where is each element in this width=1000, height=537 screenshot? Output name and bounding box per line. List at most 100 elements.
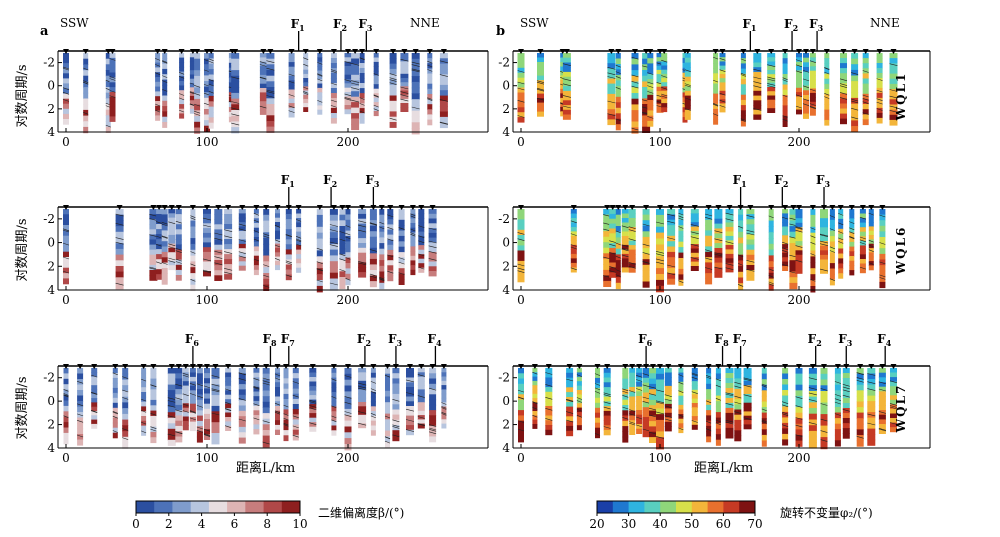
data-cell [344, 79, 352, 84]
data-cell [803, 99, 809, 105]
data-cell [642, 402, 650, 408]
contour-line [190, 217, 196, 220]
data-cell [715, 428, 721, 435]
contour-line [809, 105, 816, 109]
data-column [628, 209, 636, 273]
data-cell [417, 410, 425, 416]
contour-line [77, 413, 84, 417]
data-cell [803, 113, 809, 119]
data-cell [768, 214, 774, 222]
data-cell [83, 121, 89, 128]
data-cell [105, 126, 111, 133]
data-column [175, 368, 183, 443]
data-cell [428, 247, 437, 253]
data-cell [803, 85, 809, 91]
data-cell [607, 83, 616, 90]
data-cell [214, 265, 223, 271]
data-column [819, 209, 829, 274]
data-cell [603, 220, 612, 227]
contour-line [175, 250, 182, 253]
data-cell [656, 91, 664, 96]
data-cell [182, 412, 189, 418]
data-cell [603, 382, 611, 388]
contour-line [373, 94, 379, 98]
data-cell [109, 101, 116, 108]
data-cell [204, 81, 210, 88]
data-cell [224, 239, 233, 245]
data-cell [609, 267, 617, 273]
data-cell [789, 231, 798, 238]
data-cell [253, 424, 260, 430]
data-cell [808, 402, 817, 409]
data-cell [517, 219, 525, 226]
data-cell [810, 226, 816, 234]
data-cell [285, 224, 292, 230]
data-cell [189, 368, 196, 374]
contour-line [292, 425, 299, 429]
data-cell [303, 103, 309, 108]
data-cell [329, 272, 338, 280]
contour-line [208, 78, 214, 82]
data-cell [517, 87, 525, 93]
data-column [161, 209, 168, 285]
contour-line [262, 377, 270, 381]
data-cell [161, 235, 168, 242]
data-cell [373, 70, 379, 76]
data-cell [91, 402, 98, 408]
data-cell [196, 426, 203, 433]
data-column [889, 368, 898, 433]
data-cell [664, 368, 672, 374]
data-cell [296, 254, 302, 260]
data-cell [63, 230, 69, 237]
data-cell [615, 96, 621, 103]
data-cell [77, 401, 84, 408]
data-cell [211, 400, 220, 407]
data-cell [876, 117, 883, 124]
data-cell [344, 391, 352, 398]
contour-line [691, 372, 698, 376]
data-cell [439, 69, 448, 75]
data-cell [725, 235, 734, 241]
data-cell [517, 92, 525, 98]
data-cell [768, 232, 774, 239]
data-cell [842, 368, 850, 374]
data-cell [194, 104, 201, 111]
data-cell [705, 230, 713, 237]
y-tick-label: 2 [502, 418, 510, 432]
data-cell [63, 262, 69, 269]
contour-line [231, 76, 240, 80]
data-cell [517, 112, 525, 118]
data-cell [238, 235, 246, 241]
data-cell [570, 267, 577, 273]
data-cell [517, 62, 525, 69]
data-cell [189, 426, 196, 432]
direction-nne-right: NNE [870, 16, 900, 30]
data-cell [603, 391, 611, 398]
data-cell [621, 244, 629, 250]
data-cell [656, 431, 664, 438]
contour-line [879, 274, 886, 278]
data-cell [387, 224, 394, 231]
data-column [867, 368, 876, 446]
data-cell [609, 218, 617, 225]
data-cell [642, 75, 651, 82]
colorbar-swatch [723, 501, 740, 513]
data-cell [63, 395, 69, 401]
data-cell [168, 213, 176, 219]
data-cell [609, 228, 617, 234]
data-cell [706, 410, 712, 416]
data-cell [725, 231, 734, 237]
colorbar-swatch [136, 501, 155, 513]
data-cell [224, 264, 233, 270]
data-cell [705, 257, 713, 263]
data-cell [344, 57, 352, 63]
data-cell [767, 70, 776, 75]
data-cell [829, 263, 835, 270]
data-cell [358, 368, 367, 373]
data-cell [713, 63, 719, 69]
fault-label: F3 [809, 17, 824, 33]
contour-line [428, 251, 437, 254]
data-cell [149, 229, 158, 235]
contour-line [517, 70, 525, 73]
data-cell [231, 127, 240, 134]
